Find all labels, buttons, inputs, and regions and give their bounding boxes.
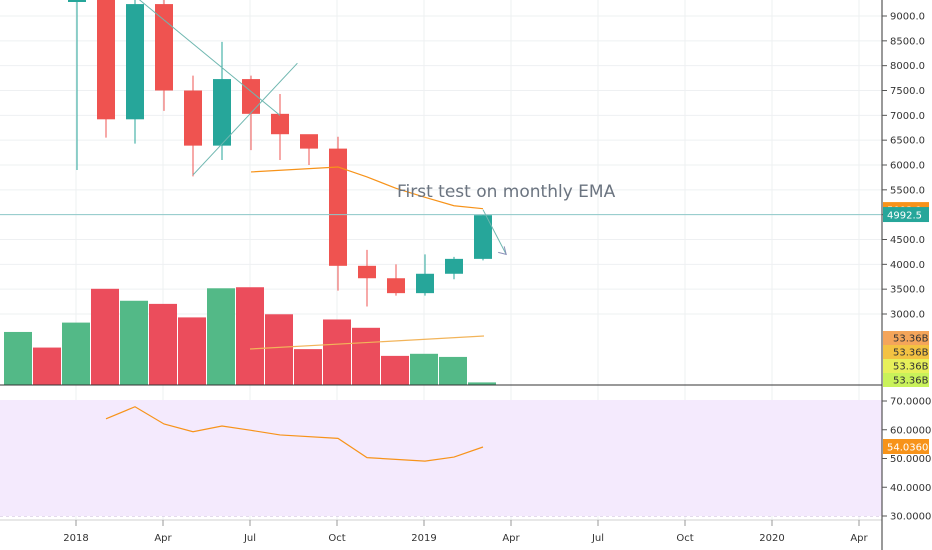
- volume-tag: [883, 331, 929, 345]
- volume-bar: [294, 349, 322, 385]
- time-tick-label: Apr: [502, 533, 520, 544]
- price-tick-label: 9000.0: [890, 12, 925, 23]
- volume-bar: [62, 322, 90, 385]
- time-tick-label: Apr: [154, 533, 172, 544]
- candle-body: [445, 258, 463, 274]
- annotation-text: First test on monthly EMA: [397, 182, 616, 202]
- volume-bar: [120, 300, 148, 385]
- candles: [68, 0, 492, 307]
- price-tag: [883, 207, 929, 223]
- candle-body: [213, 79, 231, 146]
- candle-body: [271, 113, 289, 135]
- candle-body: [416, 273, 434, 294]
- volume-bar: [91, 288, 119, 385]
- rsi-line: [105, 406, 484, 462]
- trendline: [482, 209, 507, 255]
- time-axis: 2018 Apr Jul Oct 2019 Apr Jul Oct 2020 Apr: [63, 520, 869, 544]
- rsi-tag-label: 54.0360: [887, 443, 928, 454]
- price-tick-label: 6500.0: [890, 136, 925, 147]
- candle-body: [474, 215, 492, 259]
- volume-tag-label: 53.36B: [893, 376, 929, 387]
- rsi-tag: [883, 439, 929, 454]
- volume-bar: [178, 317, 206, 385]
- rsi-panel-background: [0, 400, 882, 516]
- time-tick-label: Jul: [243, 533, 256, 544]
- price-tick-label: 5500.0: [890, 185, 925, 196]
- price-tick-label: 8500.0: [890, 36, 925, 47]
- time-tick-label: 2020: [759, 533, 784, 544]
- volume-bar: [33, 347, 61, 385]
- price-tick-label: 4500.0: [890, 235, 925, 246]
- candle-body: [300, 134, 318, 149]
- rsi-tick-label: 50.0000: [890, 454, 931, 465]
- trendline: [138, 0, 281, 116]
- price-tick-label: 7500.0: [890, 86, 925, 97]
- time-tick-label: Apr: [850, 533, 868, 544]
- volume-bar: [410, 353, 438, 385]
- trend-arrow-head: [498, 246, 507, 256]
- time-tick-label: Oct: [328, 533, 345, 544]
- price-tick-label: 4000.0: [890, 260, 925, 271]
- volume-tag-label: 53.36B: [893, 362, 929, 373]
- candle-body: [387, 278, 405, 294]
- volume-tag-label: 53.36B: [893, 348, 929, 359]
- volume-bar: [236, 287, 264, 385]
- volume-bar: [352, 327, 380, 385]
- volume-tag-label: 53.36B: [893, 334, 929, 345]
- volume-tag: [883, 359, 929, 373]
- time-tick-label: 2018: [63, 533, 88, 544]
- price-tick-label: 6000.0: [890, 161, 925, 172]
- volume-bar: [4, 331, 32, 385]
- candle-body: [329, 148, 347, 266]
- volume-bar: [439, 356, 467, 385]
- time-tick-label: Oct: [676, 533, 693, 544]
- candle-body: [68, 0, 86, 2]
- time-tick-label: 2019: [411, 533, 436, 544]
- candle-body: [155, 4, 173, 91]
- rsi-tick-label: 70.0000: [890, 397, 931, 408]
- price-tick-label: 8000.0: [890, 61, 925, 72]
- volume-ma-line: [249, 335, 485, 350]
- candle-body: [97, 0, 115, 120]
- rsi-tick-label: 60.0000: [890, 425, 931, 436]
- candle-body: [358, 265, 376, 279]
- volume-bar: [149, 303, 177, 385]
- price-tick-label: 3500.0: [890, 285, 925, 296]
- candle-body: [184, 90, 202, 146]
- volume-bar: [468, 382, 496, 385]
- price-tick-label: 7000.0: [890, 111, 925, 122]
- price-tick-label: 3000.0: [890, 310, 925, 321]
- volume-bar: [265, 314, 293, 385]
- overlays: [0, 0, 882, 256]
- rsi-series-line: [105, 406, 484, 462]
- volume-bars: [4, 287, 496, 385]
- trendline: [192, 62, 298, 176]
- candle-body: [126, 4, 144, 120]
- price-axis: 9000.0 8500.0 8000.0 7500.0 7000.0 6500.0 6000…: [882, 12, 931, 523]
- rsi-tick-label: 40.0000: [890, 483, 931, 494]
- volume-bar: [323, 319, 351, 385]
- volume-tag: [883, 373, 929, 387]
- ema-line: [250, 166, 484, 210]
- price-tag-label: 4992.5: [887, 211, 922, 222]
- volume-bar: [381, 355, 409, 385]
- volume-tag: [883, 345, 929, 359]
- rsi-tick-label: 30.0000: [890, 512, 931, 523]
- time-tick-label: Jul: [591, 533, 604, 544]
- volume-bar: [207, 288, 235, 385]
